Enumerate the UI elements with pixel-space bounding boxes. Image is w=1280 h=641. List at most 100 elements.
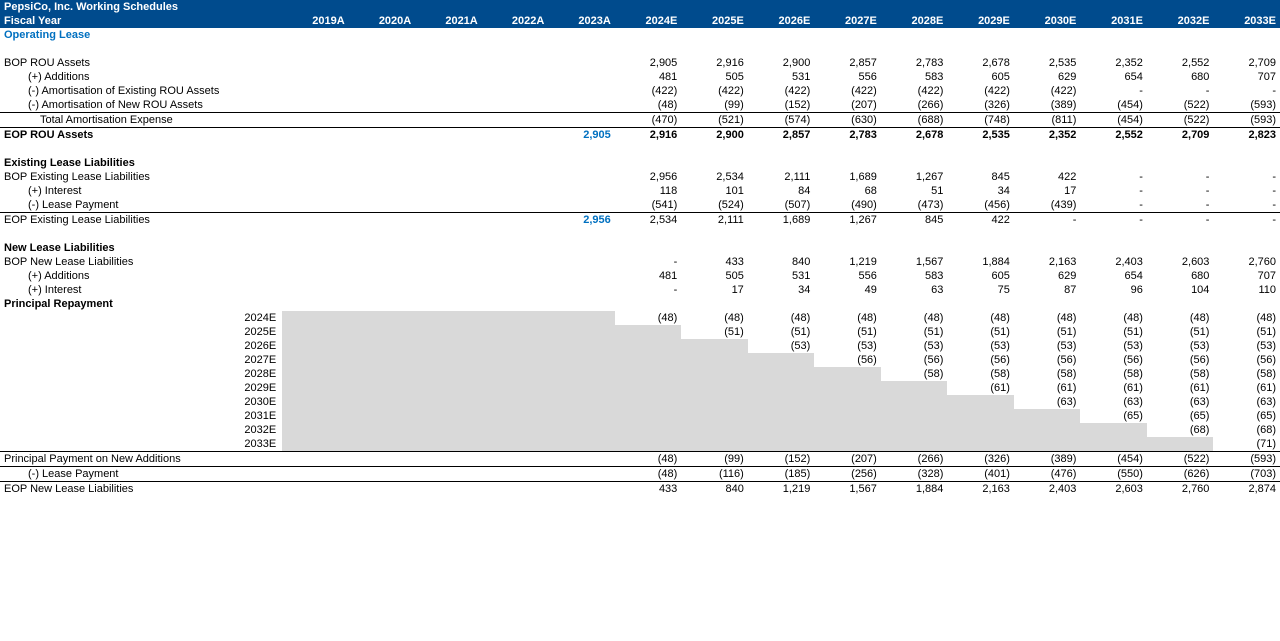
year-header: 2022A (482, 14, 549, 28)
schedule-cell (814, 381, 881, 395)
cell: (422) (681, 84, 748, 98)
cell: 2,403 (1014, 482, 1081, 497)
cell: 433 (681, 255, 748, 269)
schedule-cell (415, 339, 482, 353)
schedule-cell: (48) (1213, 311, 1280, 325)
cell (548, 84, 615, 98)
cell: 2,403 (1080, 255, 1147, 269)
cell (548, 98, 615, 113)
cell: 2,905 (615, 56, 682, 70)
schedule-cell (947, 409, 1014, 423)
cell: 2,678 (947, 56, 1014, 70)
cell (349, 128, 416, 143)
cell: 2,552 (1080, 128, 1147, 143)
cell (482, 84, 549, 98)
cell: (389) (1014, 98, 1081, 113)
cell: 51 (881, 184, 948, 198)
schedule-cell: (51) (947, 325, 1014, 339)
cell: 845 (881, 213, 948, 228)
cell: 101 (681, 184, 748, 198)
cell (282, 84, 349, 98)
schedule-cell (615, 339, 682, 353)
cell (482, 482, 549, 497)
cell: - (1147, 170, 1214, 184)
cell: (454) (1080, 98, 1147, 113)
schedule-cell: (53) (814, 339, 881, 353)
existing-lease-payment: (-) Lease Payment (0, 198, 282, 213)
cell (415, 467, 482, 482)
cell: (522) (1147, 113, 1214, 128)
schedule-cell: (58) (1147, 367, 1214, 381)
cell: 49 (814, 283, 881, 297)
cell: 629 (1014, 70, 1081, 84)
cell: (524) (681, 198, 748, 213)
cell: 110 (1213, 283, 1280, 297)
cell (482, 184, 549, 198)
cell: 75 (947, 283, 1014, 297)
cell: 481 (615, 269, 682, 283)
cell: 707 (1213, 269, 1280, 283)
schedule-cell: (63) (1213, 395, 1280, 409)
cell (482, 128, 549, 143)
cell (548, 113, 615, 128)
cell: 605 (947, 269, 1014, 283)
schedule-cell (615, 423, 682, 437)
schedule-cell: (53) (947, 339, 1014, 353)
cell (415, 170, 482, 184)
cell: 1,884 (947, 255, 1014, 269)
schedule-cell: (63) (1080, 395, 1147, 409)
schedule-cell (881, 423, 948, 437)
schedule-cell (415, 325, 482, 339)
cell: 2,857 (814, 56, 881, 70)
cell: 1,219 (748, 482, 815, 497)
cell: - (615, 283, 682, 297)
schedule-cell: (51) (881, 325, 948, 339)
existing-interest: (+) Interest (0, 184, 282, 198)
cell: (207) (814, 452, 881, 467)
schedule-cell: (51) (1080, 325, 1147, 339)
cell (548, 56, 615, 70)
year-header: 2028E (881, 14, 948, 28)
schedule-cell: (56) (1014, 353, 1081, 367)
schedule-cell (814, 409, 881, 423)
cell: 556 (814, 70, 881, 84)
cell (482, 269, 549, 283)
schedule-cell: (61) (947, 381, 1014, 395)
cell (415, 70, 482, 84)
cell: 2,783 (814, 128, 881, 143)
cell: (401) (947, 467, 1014, 482)
cell: 840 (681, 482, 748, 497)
cell: 2,534 (681, 170, 748, 184)
schedule-cell (881, 381, 948, 395)
cell: 87 (1014, 283, 1081, 297)
cell: (593) (1213, 98, 1280, 113)
cell (548, 467, 615, 482)
schedule-cell: (51) (1213, 325, 1280, 339)
schedule-cell: (58) (881, 367, 948, 381)
cell: 481 (615, 70, 682, 84)
schedule-cell (548, 437, 615, 452)
cell: (48) (615, 452, 682, 467)
cell: 1,689 (748, 213, 815, 228)
schedule-cell: (56) (1147, 353, 1214, 367)
cell: (456) (947, 198, 1014, 213)
cell: (422) (814, 84, 881, 98)
schedule-cell (548, 395, 615, 409)
cell: - (1080, 84, 1147, 98)
schedule-cell (814, 423, 881, 437)
cell: 2,709 (1147, 128, 1214, 143)
cell: 104 (1147, 283, 1214, 297)
cell: 63 (881, 283, 948, 297)
cell: 1,219 (814, 255, 881, 269)
principal-payment-new-additions: Principal Payment on New Additions (0, 452, 282, 467)
cell: 707 (1213, 70, 1280, 84)
schedule-cell (748, 367, 815, 381)
year-header: 2027E (814, 14, 881, 28)
cell (482, 170, 549, 184)
schedule-cell (282, 423, 349, 437)
schedule-cell (1080, 423, 1147, 437)
cell (415, 113, 482, 128)
schedule-cell (548, 367, 615, 381)
cell (282, 70, 349, 84)
cell: (470) (615, 113, 682, 128)
